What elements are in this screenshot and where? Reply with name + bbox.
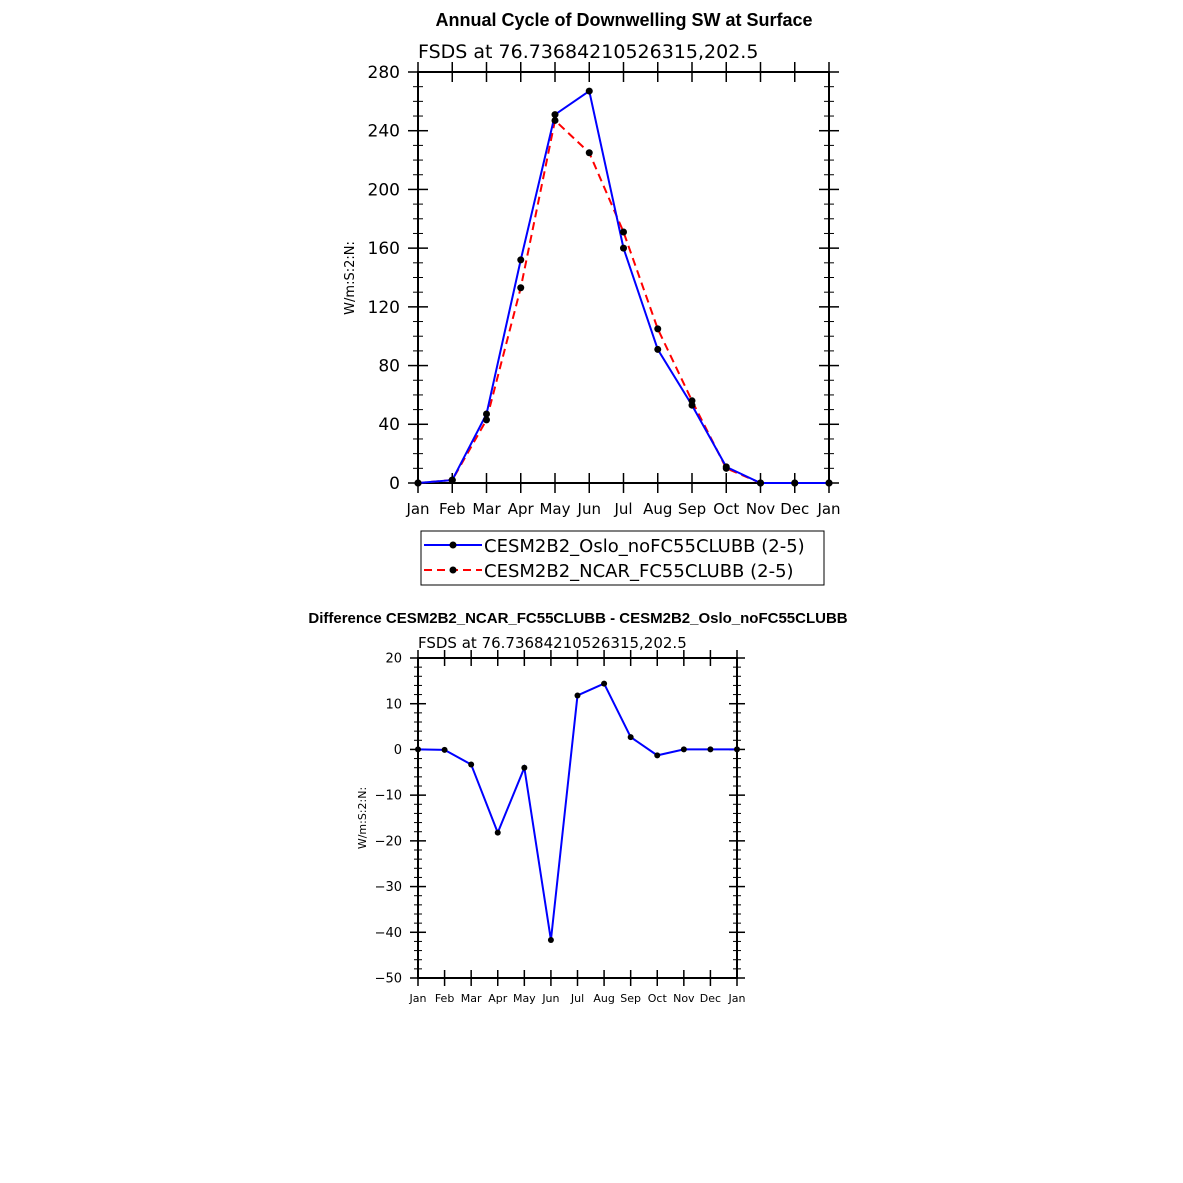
x-tick-label: Jan — [409, 992, 427, 1005]
x-tick-label: Mar — [461, 992, 482, 1005]
x-tick-label: Dec — [780, 500, 809, 518]
data-point — [601, 680, 608, 687]
x-tick-label: Feb — [439, 500, 466, 518]
data-point — [707, 746, 714, 753]
data-point — [551, 116, 559, 124]
x-tick-label: Jan — [405, 500, 429, 518]
data-point — [441, 746, 448, 753]
data-point — [585, 87, 593, 95]
data-point — [627, 734, 634, 741]
data-point — [620, 244, 627, 252]
x-tick-label: Aug — [593, 992, 614, 1005]
x-tick-label: Jun — [577, 500, 601, 518]
annual-cycle-chart: Annual Cycle of Downwelling SW at Surfac… — [343, 10, 841, 586]
data-point — [722, 464, 730, 472]
x-tick-label: Oct — [713, 500, 739, 518]
legend: CESM2B2_Oslo_noFC55CLUBB (2-5) CESM2B2_N… — [420, 530, 825, 586]
data-point — [585, 149, 593, 157]
x-tick-label: Jun — [541, 992, 559, 1005]
chart-subtitle: FSDS at 76.73684210526315,202.5 — [418, 41, 758, 63]
data-point — [654, 752, 661, 759]
plot-frame — [417, 657, 738, 979]
series-line-0 — [417, 682, 737, 941]
y-tick-label: 0 — [389, 474, 400, 494]
y-tick-label: 120 — [368, 298, 400, 318]
data-point — [688, 397, 696, 405]
y-tick-label: 80 — [378, 357, 400, 377]
data-point — [521, 764, 528, 771]
y-tick-label: −10 — [375, 789, 402, 804]
y-tick-label: 200 — [368, 180, 400, 200]
y-tick-label: −20 — [375, 834, 402, 849]
data-point — [415, 746, 421, 753]
data-point — [483, 416, 490, 424]
y-tick-label: 0 — [394, 743, 402, 758]
data-point — [414, 479, 422, 487]
y-tick-label: −50 — [375, 972, 402, 987]
y-tick-label: 40 — [378, 415, 400, 435]
x-tick-label: Apr — [488, 992, 508, 1005]
legend-box — [420, 530, 825, 586]
difference-chart: Difference CESM2B2_NCAR_FC55CLUBB - CESM… — [308, 610, 847, 1005]
x-tick-label: Jan — [816, 500, 840, 518]
y-axis-label: W/m:S:2:N: — [343, 241, 358, 315]
data-point — [791, 479, 799, 487]
x-tick-label: Jul — [613, 500, 632, 518]
data-point — [547, 937, 554, 944]
legend-marker-oslo — [449, 541, 457, 549]
y-tick-label: 160 — [368, 239, 400, 259]
chart-title: Difference CESM2B2_NCAR_FC55CLUBB - CESM… — [308, 610, 847, 627]
data-point — [825, 479, 833, 487]
legend-label-ncar: CESM2B2_NCAR_FC55CLUBB (2-5) — [484, 561, 794, 582]
legend-marker-ncar — [449, 566, 457, 574]
series-line-0 — [417, 89, 829, 484]
data-point — [757, 479, 764, 487]
data-point — [483, 410, 490, 418]
x-tick-label: Nov — [746, 500, 775, 518]
x-tick-label: May — [539, 500, 570, 518]
y-tick-label: 280 — [368, 63, 400, 83]
x-tick-label: Sep — [678, 500, 706, 518]
x-tick-label: Sep — [620, 992, 641, 1005]
y-tick-label: −40 — [375, 926, 402, 941]
x-tick-label: Mar — [472, 500, 501, 518]
y-axis-label: W/m:S:2:N: — [356, 787, 369, 849]
data-point — [680, 746, 687, 753]
x-tick-label: Feb — [435, 992, 454, 1005]
data-point — [448, 476, 456, 484]
x-tick-label: Dec — [700, 992, 721, 1005]
data-point — [517, 284, 525, 292]
y-tick-label: 240 — [368, 122, 400, 142]
x-tick-label: Jul — [570, 992, 584, 1005]
x-tick-label: May — [513, 992, 536, 1005]
y-tick-label: −30 — [375, 880, 402, 895]
data-point — [574, 692, 581, 699]
plot-frame — [417, 71, 830, 484]
data-point — [654, 345, 662, 353]
legend-label-oslo: CESM2B2_Oslo_noFC55CLUBB (2-5) — [484, 536, 805, 557]
data-point — [468, 761, 475, 768]
x-tick-label: Apr — [508, 500, 535, 518]
y-tick-label: 10 — [385, 697, 402, 712]
y-tick-label: 20 — [385, 652, 402, 667]
data-point — [654, 325, 662, 333]
data-point — [517, 256, 525, 264]
x-tick-label: Jan — [728, 992, 746, 1005]
data-point — [734, 746, 740, 753]
x-tick-label: Aug — [643, 500, 672, 518]
data-point — [494, 829, 501, 836]
x-tick-label: Oct — [648, 992, 668, 1005]
data-point — [620, 228, 627, 236]
data-point — [551, 111, 559, 119]
chart-title: Annual Cycle of Downwelling SW at Surfac… — [435, 10, 812, 30]
chart-subtitle: FSDS at 76.73684210526315,202.5 — [418, 634, 687, 652]
x-tick-label: Nov — [673, 992, 695, 1005]
